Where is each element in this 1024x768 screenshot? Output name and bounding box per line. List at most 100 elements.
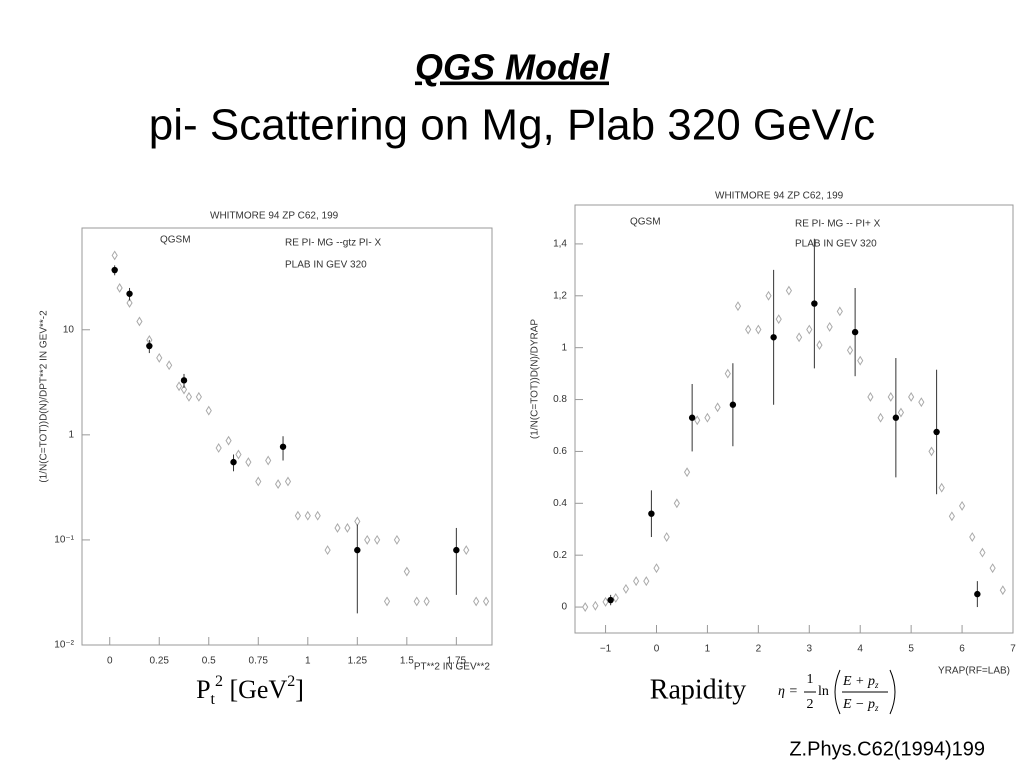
model-point [314,510,321,521]
model-point [364,534,371,545]
y-tick-label: 0.2 [553,550,567,561]
model-point [225,435,232,446]
chart-note: RE PI- MG -- PI+ X [795,219,881,230]
data-point [180,377,188,384]
plot-frame [81,227,493,646]
model-point [755,324,762,335]
model-point [958,500,966,511]
model-point [126,297,133,308]
data-point [607,596,614,604]
x-tick-label: 1.25 [348,656,368,667]
model-point [989,563,996,574]
model-point [602,596,609,607]
model-point [683,467,691,478]
x-axis-label: YRAP(RF=LAB) [938,666,1010,677]
model-point [999,585,1006,596]
x-tick-label: 0 [107,656,113,667]
model-point [908,392,915,402]
model-point [714,402,721,413]
model-point [643,576,650,587]
slide-title: QGS Model [415,47,610,88]
y-tick-label: 1 [561,342,567,353]
data-point [230,458,237,466]
formula-den: 2 [807,697,814,712]
data-point [729,401,737,408]
model-point [867,392,874,402]
data-point [892,414,900,421]
model-point [846,345,854,356]
data-point [688,414,696,421]
model-point [284,476,292,487]
model-point [622,583,630,594]
data-point [648,510,655,517]
chart-note: WHITMORE 94 ZP C62, 199 [715,191,844,202]
x-axis-label: PT**2 IN GEV**2 [414,662,491,673]
x-tick-label: 5 [908,644,914,655]
model-point [938,482,945,493]
x-tick-label: 0.5 [202,656,216,667]
model-point [111,250,118,261]
model-point [215,443,222,453]
model-point [928,446,935,457]
model-point [255,476,262,487]
y-tick-label: 0 [561,602,567,613]
model-point [156,352,163,363]
x-tick-label: −1 [600,644,612,655]
chart-note: QGSM [630,217,661,228]
data-point [126,290,133,297]
slide-subtitle: pi- Scattering on Mg, Plab 320 GeV/c [149,101,875,150]
model-point [969,532,976,542]
model-point [897,407,905,418]
y-tick-label: 0.6 [553,446,567,457]
x-tick-label: 1 [705,644,711,655]
x-tick-label: 4 [857,644,863,655]
model-point [887,392,894,402]
model-point [612,593,619,603]
formula-bottom: E − pz [842,697,879,713]
data-point [811,300,818,307]
y-tick-label: 0.4 [553,498,567,509]
x-tick-label: 0.75 [249,656,269,667]
model-point [765,290,772,301]
model-point [195,391,202,402]
x-tick-label: 2 [756,644,762,655]
data-point [851,328,859,336]
x-tick-label: 7 [1010,644,1016,655]
chart-note: WHITMORE 94 ZP C62, 199 [210,211,339,222]
data-point [933,428,940,436]
model-point [334,523,341,533]
chart-note: RE PI- MG --gtz PI- X [285,238,381,249]
model-point [734,301,742,312]
model-point [836,306,843,317]
model-point [816,340,823,351]
data-point [453,546,460,554]
model-point [694,415,701,426]
model-point [673,498,680,509]
model-point [294,510,301,521]
y-tick-label: 1 [68,429,74,440]
model-point [724,368,731,379]
model-point [205,405,212,416]
model-point [403,566,410,577]
model-point [463,545,470,556]
model-point [304,510,311,521]
plot-frame [574,204,1014,634]
data-point [354,546,361,554]
x-tick-label: 0.25 [150,656,170,667]
chart-note: PLAB IN GEV 320 [795,239,877,250]
data-point [111,266,118,274]
model-point [979,547,986,558]
model-point [582,602,589,613]
model-point [393,534,401,545]
y-axis-label: (1/N(C=TOT))D(N)/DYRAP [530,319,541,439]
y-tick-label: 0.8 [553,394,567,405]
y-axis-label: (1/N(C=TOT))D(N)/DPT**2 IN GEV**-2 [39,310,50,483]
model-point [806,324,813,335]
model-point [663,532,670,542]
model-point [633,576,640,587]
chart-note: PLAB IN GEV 320 [285,260,367,271]
left-caption: Pt2 [GeV2] [196,673,304,708]
model-point [423,596,430,607]
y-tick-label: 10⁻¹ [54,535,74,546]
